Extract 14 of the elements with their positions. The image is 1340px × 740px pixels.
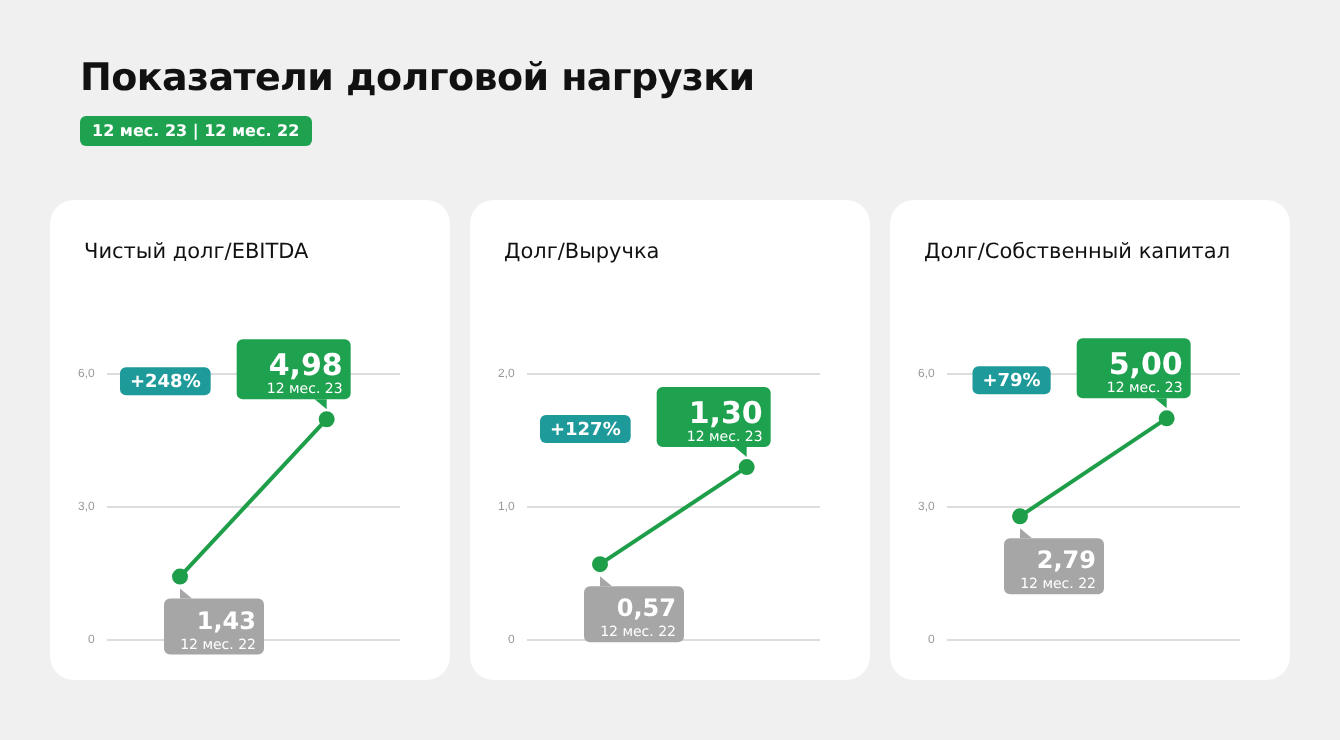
data-label: 5,00 — [1108, 346, 1183, 383]
data-label: 4,98 — [268, 347, 343, 384]
data-label: 0,57 — [616, 594, 677, 623]
data-label: 1,43 — [196, 606, 257, 635]
text: Показатели долговой нагрузки — [80, 56, 755, 100]
chart-title: Долг/Собственный капитал — [924, 240, 1231, 264]
annotation: +127% — [549, 420, 621, 441]
chart-title: Долг/Выручка — [504, 240, 660, 264]
annotation: +248% — [129, 372, 201, 393]
data-label: 1,30 — [688, 395, 763, 432]
text: 12 мес. 23 | 12 мес. 22 — [80, 116, 312, 146]
chart-title: Чистый долг/EBITDA — [84, 240, 309, 264]
data-label: 2,79 — [1036, 546, 1097, 575]
annotation: +79% — [982, 372, 1041, 393]
